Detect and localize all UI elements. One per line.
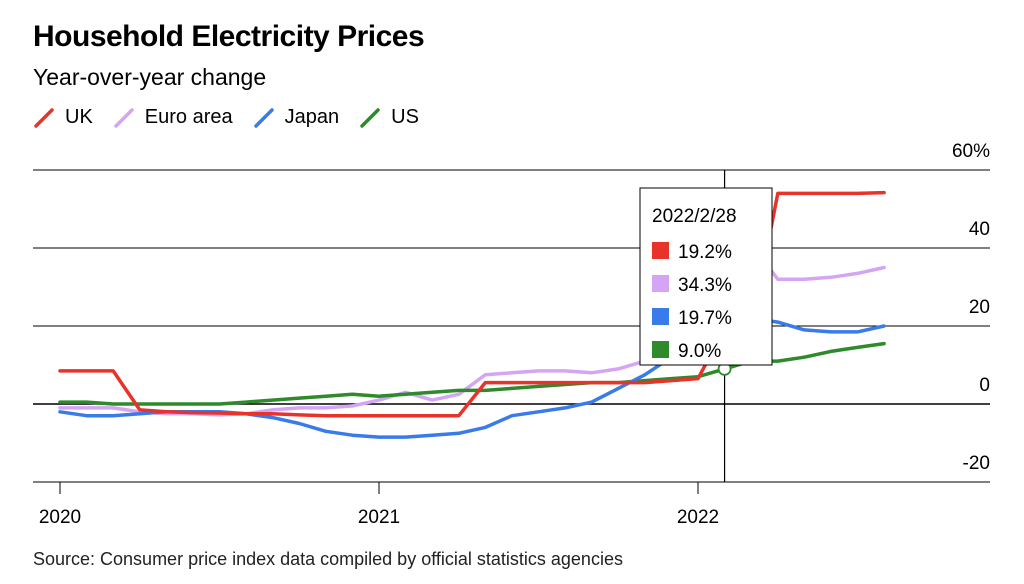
tooltip-swatch [652, 275, 669, 292]
chart-title: Household Electricity Prices [33, 20, 425, 53]
y-tick-label: 40 [969, 219, 990, 240]
x-tick-label: 2022 [677, 507, 719, 528]
legend-swatch-japan [253, 107, 274, 128]
tooltip-value: 19.7% [678, 308, 732, 329]
legend-item-euro-area[interactable]: Euro area [113, 106, 233, 129]
x-tick-label: 2020 [39, 507, 81, 528]
tooltip-value: 19.2% [678, 242, 732, 263]
y-tick-label: 20 [969, 297, 990, 318]
legend-swatch-uk [34, 107, 54, 128]
x-tick-label: 2021 [358, 507, 400, 528]
gridlines [33, 169, 990, 483]
legend-swatch-us [360, 107, 380, 128]
legend-item-japan[interactable]: Japan [253, 106, 340, 129]
tooltip-swatch [652, 341, 669, 358]
legend: UK Euro area Japan US [33, 106, 439, 129]
y-axis: 60% 40 20 0 -20 [952, 141, 990, 474]
y-tick-label: 60% [952, 141, 990, 162]
tooltip: 2022/2/28 19.2% 34.3% 19.7% 9.0% [639, 187, 773, 366]
tooltip-date: 2022/2/28 [652, 206, 737, 227]
tooltip-value: 34.3% [678, 275, 732, 296]
legend-item-us[interactable]: US [359, 106, 419, 129]
legend-item-uk[interactable]: UK [33, 106, 93, 129]
legend-label-euro-area: Euro area [144, 106, 233, 128]
y-tick-label: 0 [979, 375, 990, 396]
source-note: Source: Consumer price index data compil… [33, 549, 623, 569]
legend-label-uk: UK [65, 106, 93, 128]
tooltip-swatch [652, 308, 669, 325]
tooltip-value: 9.0% [678, 341, 721, 362]
x-axis: 2020 2021 2022 [39, 482, 719, 528]
y-tick-label: -20 [963, 453, 990, 474]
tooltip-swatch [652, 242, 669, 259]
legend-label-us: US [391, 106, 419, 128]
legend-label-japan: Japan [284, 106, 340, 128]
legend-swatch-euro-area [114, 107, 134, 128]
chart-subtitle: Year-over-year change [33, 64, 267, 90]
